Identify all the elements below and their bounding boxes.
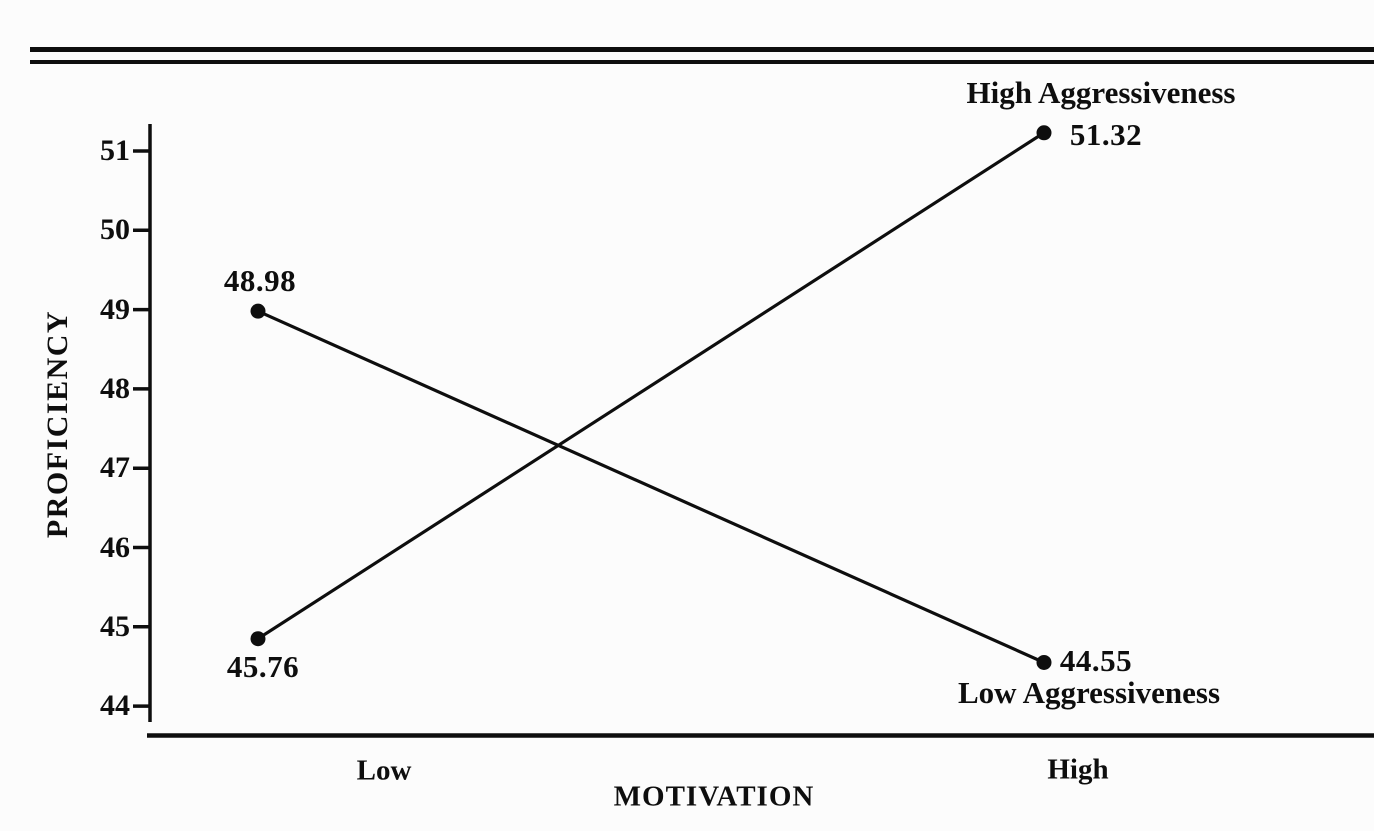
y-tick-label: 49 — [100, 292, 130, 326]
y-tick-label: 50 — [100, 213, 130, 247]
data-label-44-55: 44.55 — [1059, 643, 1133, 678]
x-axis-title: MOTIVATION — [613, 780, 815, 813]
data-point-marker — [1036, 654, 1052, 670]
data-point-marker — [1036, 125, 1052, 141]
top-double-rule-thick — [30, 47, 1374, 52]
series-line-high-aggressiveness — [257, 131, 1045, 641]
series-line-low-aggressiveness — [257, 309, 1045, 664]
data-label-51-32: 51.32 — [1069, 117, 1143, 152]
top-double-rule-thin — [30, 60, 1374, 64]
y-axis-title: PROFICIENCY — [41, 309, 74, 539]
y-tick-label: 47 — [100, 451, 130, 485]
data-point-marker — [250, 631, 266, 647]
y-tick-label: 44 — [100, 689, 130, 723]
y-tick-label: 45 — [100, 609, 130, 643]
x-tick-label-low: Low — [356, 754, 412, 787]
y-tick-label: 51 — [100, 134, 130, 167]
data-point-marker — [250, 303, 266, 319]
y-tick-label: 48 — [100, 371, 130, 405]
series-label-low-aggressiveness: Low Aggressiveness — [957, 675, 1221, 710]
data-label-48-98: 48.98 — [223, 263, 297, 298]
data-label-45-76: 45.76 — [226, 649, 300, 684]
series-label-high-aggressiveness: High Aggressiveness — [966, 75, 1236, 110]
x-tick-label-high: High — [1047, 753, 1109, 786]
y-tick-label: 46 — [100, 530, 130, 564]
